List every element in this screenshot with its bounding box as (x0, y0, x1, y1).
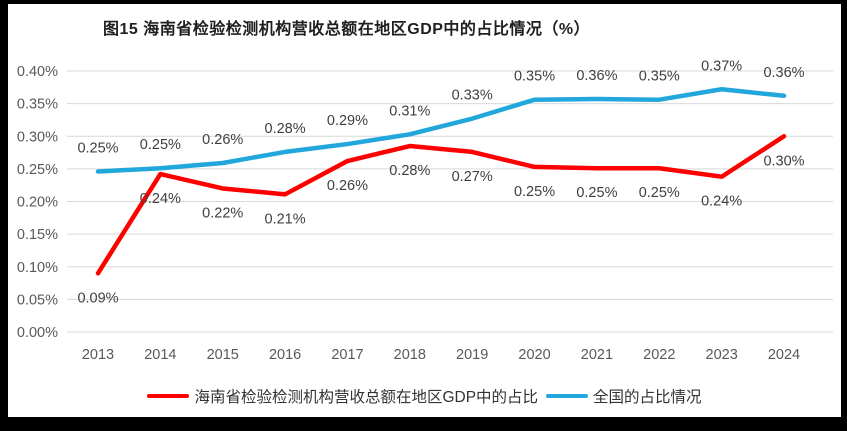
data-label: 0.25% (514, 184, 555, 200)
chart-canvas: 图15 海南省检验检测机构营收总额在地区GDP中的占比情况（%） 0.00% 0.… (8, 4, 841, 417)
data-label: 0.35% (639, 69, 680, 85)
y-axis-tick-label: 0.00% (17, 325, 58, 341)
x-axis-tick-label: 2016 (269, 347, 301, 363)
y-axis-tick-label: 0.25% (17, 162, 58, 178)
x-axis-tick-label: 2013 (82, 347, 114, 363)
x-axis-tick-label: 2015 (207, 347, 239, 363)
y-axis-tick-label: 0.20% (17, 195, 58, 211)
data-label: 0.26% (202, 132, 243, 148)
data-label: 0.25% (77, 140, 118, 156)
series-line-hainan (95, 134, 787, 276)
data-label: 0.37% (701, 58, 742, 74)
data-label: 0.25% (140, 137, 181, 153)
data-label: 0.36% (763, 65, 804, 81)
data-label: 0.31% (389, 103, 430, 119)
data-label: 0.25% (639, 185, 680, 201)
y-axis-tick-label: 0.15% (17, 227, 58, 243)
x-axis-tick-label: 2017 (331, 347, 363, 363)
data-label: 0.25% (576, 185, 617, 201)
x-axis-tick-label: 2014 (144, 347, 176, 363)
data-label: 0.33% (452, 88, 493, 104)
series-line-national (95, 87, 787, 174)
x-axis-tick-label: 2021 (581, 347, 613, 363)
x-axis-tick-label: 2024 (768, 347, 800, 363)
chart-title: 图15 海南省检验检测机构营收总额在地区GDP中的占比情况（%） (103, 21, 591, 38)
y-axis-tick-label: 0.35% (17, 97, 58, 113)
y-axis-tick-label: 0.05% (17, 292, 58, 308)
data-label: 0.28% (265, 121, 306, 137)
legend-label-hainan: 海南省检验检测机构营收总额在地区GDP中的占比 (194, 389, 539, 406)
legend-item-national: 全国的占比情况 (546, 385, 702, 407)
x-axis-tick-label: 2023 (706, 347, 738, 363)
data-label: 0.29% (327, 113, 368, 129)
data-label: 0.26% (327, 178, 368, 194)
x-axis-tick-label: 2022 (643, 347, 675, 363)
y-axis-tick-label: 0.40% (17, 64, 58, 80)
data-label: 0.24% (701, 194, 742, 210)
legend-swatch-hainan-line-icon (147, 394, 190, 398)
data-label: 0.28% (389, 163, 430, 179)
data-label: 0.36% (576, 68, 617, 84)
x-axis-tick-label: 2019 (456, 347, 488, 363)
x-axis-tick-label: 2018 (394, 347, 426, 363)
data-label: 0.21% (265, 211, 306, 227)
data-label: 0.22% (202, 205, 243, 221)
y-axis-tick-label: 0.10% (17, 260, 58, 276)
y-axis-tick-label: 0.30% (17, 129, 58, 145)
legend-item-hainan: 海南省检验检测机构营收总额在地区GDP中的占比 (147, 385, 538, 407)
data-label: 0.24% (140, 191, 181, 207)
line-chart-plot-area: 0.00% 0.05% 0.10% 0.15% 0.20% 0.25% 0.30% 0.35%… (17, 58, 833, 363)
data-label: 0.30% (763, 153, 804, 169)
legend-label-national: 全国的占比情况 (593, 389, 702, 406)
data-label: 0.09% (77, 290, 118, 306)
data-label: 0.35% (514, 69, 555, 85)
chart-legend: 海南省检验检测机构营收总额在地区GDP中的占比 全国的占比情况 (8, 385, 841, 407)
legend-swatch-national-line-icon (546, 394, 589, 398)
x-axis-tick-label: 2020 (518, 347, 550, 363)
data-label: 0.27% (452, 169, 493, 185)
